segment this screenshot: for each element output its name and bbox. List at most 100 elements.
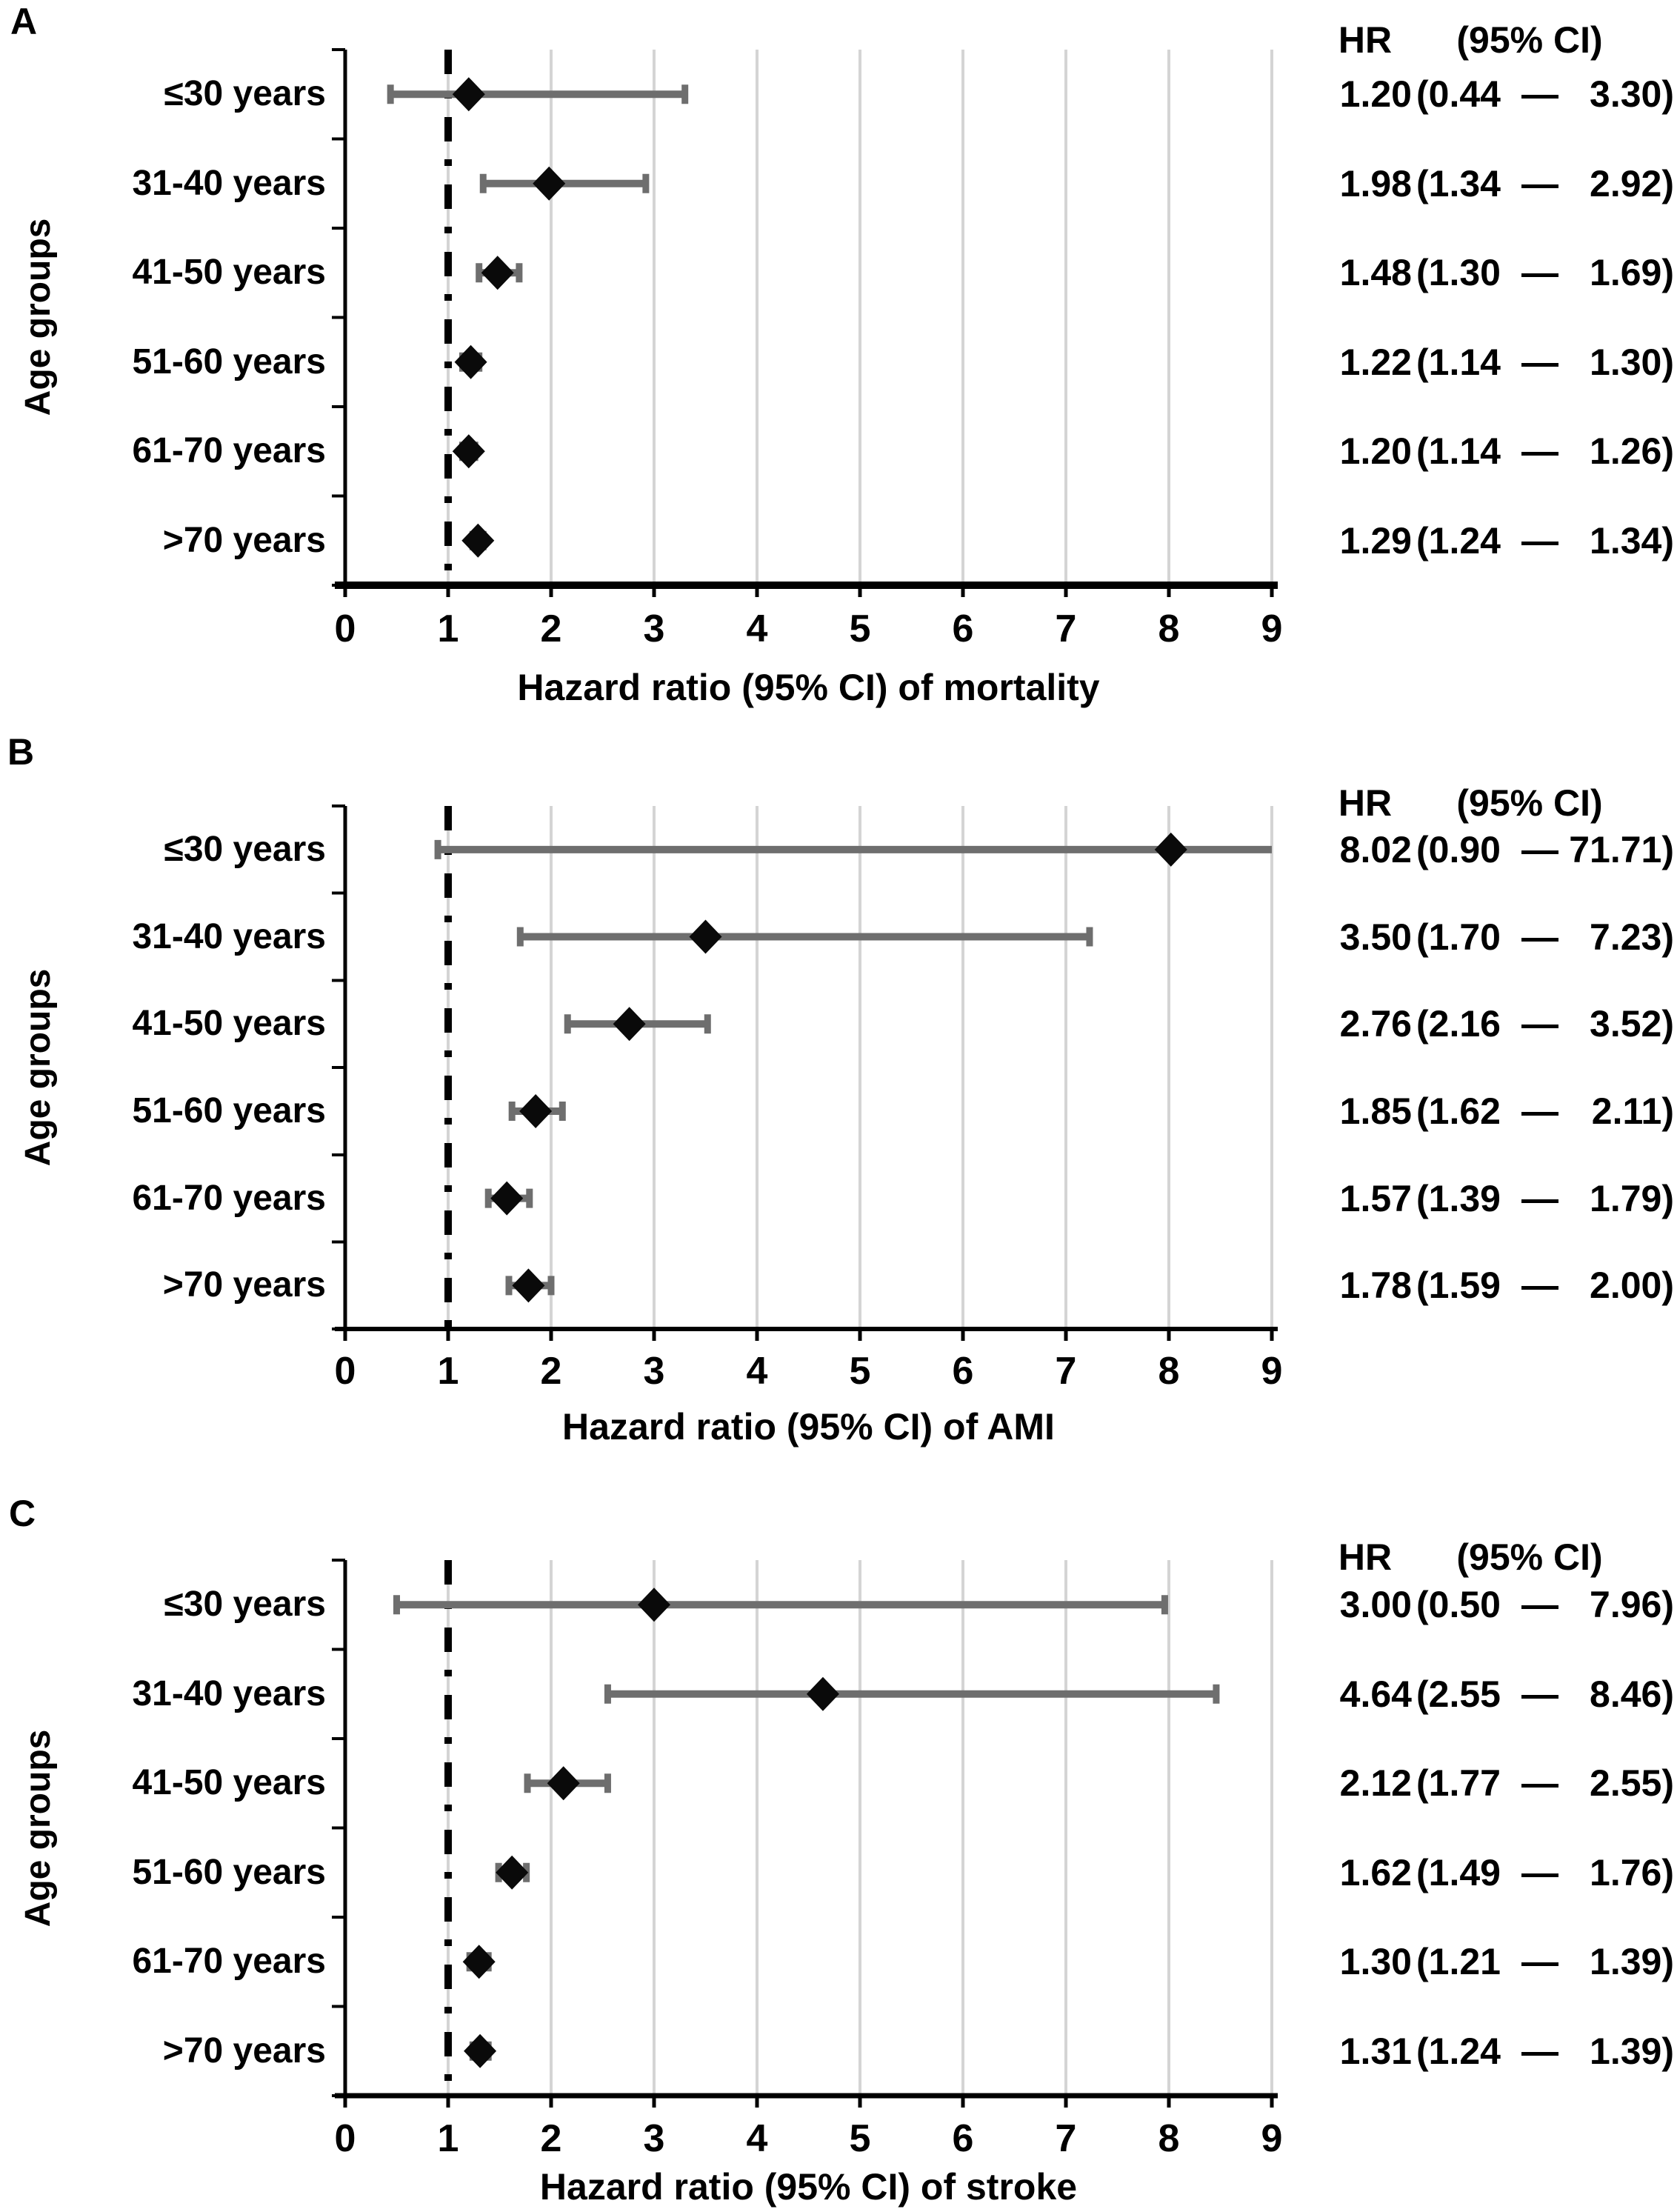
hr-value-part: (1.24 bbox=[1416, 519, 1501, 562]
hr-value-part: 1.62 bbox=[1339, 1851, 1412, 1893]
panel-letter: A bbox=[10, 1, 38, 42]
hr-header-ci: (95% CI) bbox=[1456, 782, 1603, 824]
hr-value-part: 1.22 bbox=[1339, 341, 1412, 383]
x-tick-label: 3 bbox=[643, 2117, 665, 2160]
hr-value-part: (1.14 bbox=[1416, 341, 1501, 383]
x-tick-label: 2 bbox=[540, 2117, 562, 2160]
hr-column-header: HR (95% CI) bbox=[1304, 782, 1674, 824]
hr-value-part: — bbox=[1521, 1762, 1558, 1805]
hr-value-part: 2.11) bbox=[1591, 1090, 1674, 1132]
hr-value-part: 1.29 bbox=[1339, 519, 1412, 562]
category-label: 51-60 years bbox=[132, 1090, 326, 1130]
hr-header-ci: (95% CI) bbox=[1456, 1536, 1603, 1578]
hr-value-part: (1.24 bbox=[1416, 2030, 1501, 2072]
hr-value-part: (1.70 bbox=[1416, 916, 1501, 958]
hr-value-part: 2.55) bbox=[1590, 1762, 1674, 1805]
hr-header-hr: HR bbox=[1338, 19, 1393, 61]
x-tick-label: 1 bbox=[437, 1350, 459, 1393]
hr-diamond-marker bbox=[496, 1855, 529, 1890]
hr-value-part: (0.90 bbox=[1416, 828, 1501, 870]
hr-value-part: 3.52) bbox=[1590, 1003, 1674, 1045]
category-label: 41-50 years bbox=[132, 1763, 326, 1803]
hr-diamond-marker bbox=[452, 434, 485, 469]
hr-value-part: — bbox=[1521, 1941, 1558, 1983]
x-tick-label: 3 bbox=[643, 607, 665, 650]
x-tick-label: 1 bbox=[437, 2117, 459, 2160]
x-tick-label: 7 bbox=[1055, 2117, 1077, 2160]
hr-value-part: — bbox=[1521, 828, 1558, 870]
hr-value-row: 1.29 (1.24 — 1.34) bbox=[1304, 519, 1674, 562]
x-tick-label: 4 bbox=[746, 1350, 768, 1393]
hr-column-header: HR (95% CI) bbox=[1304, 19, 1674, 61]
hr-value-row: 1.31 (1.24 — 1.39) bbox=[1304, 2030, 1674, 2073]
x-axis-label: Hazard ratio (95% CI) of AMI bbox=[562, 1406, 1055, 1448]
x-tick-label: 4 bbox=[746, 2117, 768, 2160]
x-tick-label: 8 bbox=[1158, 607, 1180, 650]
hr-value-part: (1.77 bbox=[1416, 1762, 1501, 1805]
panel-letter: B bbox=[7, 731, 35, 773]
category-label: 61-70 years bbox=[132, 431, 326, 471]
hr-value-row: 4.64 (2.55 — 8.46) bbox=[1304, 1673, 1674, 1716]
hr-value-row: 1.20 (0.44 — 3.30) bbox=[1304, 73, 1674, 116]
x-tick-label: 3 bbox=[643, 1350, 665, 1393]
hr-value-row: 1.98 (1.34 — 2.92) bbox=[1304, 162, 1674, 205]
hr-diamond-marker bbox=[1154, 832, 1187, 867]
hr-value-part: (1.14 bbox=[1416, 430, 1501, 473]
x-tick-label: 7 bbox=[1055, 1350, 1077, 1393]
hr-value-part: (1.62 bbox=[1416, 1090, 1501, 1132]
hr-value-part: 4.64 bbox=[1339, 1673, 1412, 1715]
x-tick-label: 9 bbox=[1261, 1350, 1283, 1393]
category-label: 41-50 years bbox=[132, 1004, 326, 1044]
hr-value-part: 3.50 bbox=[1339, 916, 1412, 958]
hr-diamond-marker bbox=[519, 1093, 553, 1128]
category-label: 61-70 years bbox=[132, 1942, 326, 1982]
hr-value-part: 1.20 bbox=[1339, 73, 1412, 116]
x-tick-label: 2 bbox=[540, 607, 562, 650]
category-label: 31-40 years bbox=[132, 1673, 326, 1713]
hr-value-part: — bbox=[1521, 1177, 1558, 1219]
hr-value-part: 1.69) bbox=[1590, 252, 1674, 294]
category-label: >70 years bbox=[162, 1265, 326, 1305]
hr-diamond-marker bbox=[490, 1181, 524, 1216]
hr-value-row: 1.62 (1.49 — 1.76) bbox=[1304, 1851, 1674, 1894]
hr-value-part: (0.44 bbox=[1416, 73, 1501, 116]
hr-diamond-marker bbox=[464, 2033, 497, 2068]
hr-value-part: 1.79) bbox=[1590, 1177, 1674, 1219]
hr-value-part: 3.00 bbox=[1339, 1584, 1412, 1626]
hr-value-part: — bbox=[1521, 1090, 1558, 1132]
hr-value-part: (1.34 bbox=[1416, 162, 1501, 204]
hr-value-row: 1.22 (1.14 — 1.30) bbox=[1304, 341, 1674, 384]
x-tick-label: 6 bbox=[952, 1350, 974, 1393]
x-tick-label: 6 bbox=[952, 607, 974, 650]
hr-value-part: 8.02 bbox=[1339, 828, 1412, 870]
hr-value-part: — bbox=[1521, 2030, 1558, 2072]
x-tick-label: 9 bbox=[1261, 607, 1283, 650]
hr-value-part: — bbox=[1521, 1265, 1558, 1307]
x-tick-label: 5 bbox=[849, 2117, 871, 2160]
hr-value-part: (1.30 bbox=[1416, 252, 1501, 294]
hr-value-part: — bbox=[1521, 1003, 1558, 1045]
x-tick-label: 7 bbox=[1055, 607, 1077, 650]
hr-value-part: — bbox=[1521, 162, 1558, 204]
hr-value-part: — bbox=[1521, 341, 1558, 383]
hr-value-part: 1.85 bbox=[1339, 1090, 1412, 1132]
category-label: 31-40 years bbox=[132, 163, 326, 203]
hr-value-part: 3.30) bbox=[1590, 73, 1674, 116]
hr-value-part: 71.71) bbox=[1569, 828, 1674, 870]
hr-value-row: 3.00 (0.50 — 7.96) bbox=[1304, 1583, 1674, 1626]
hr-value-row: 8.02 (0.90 — 71.71) bbox=[1304, 828, 1674, 871]
category-label: ≤30 years bbox=[164, 1585, 326, 1625]
hr-value-part: 8.46) bbox=[1590, 1673, 1674, 1715]
hr-header-hr: HR bbox=[1338, 1536, 1393, 1578]
hr-value-row: 3.50 (1.70 — 7.23) bbox=[1304, 916, 1674, 959]
hr-header-hr: HR bbox=[1338, 782, 1393, 824]
hr-value-part: 1.30) bbox=[1590, 341, 1674, 383]
x-tick-label: 5 bbox=[849, 1350, 871, 1393]
x-tick-label: 1 bbox=[437, 607, 459, 650]
category-label: >70 years bbox=[162, 520, 326, 560]
hr-value-row: 1.48 (1.30 — 1.69) bbox=[1304, 251, 1674, 294]
hr-diamond-marker bbox=[533, 166, 566, 201]
hr-value-part: 1.57 bbox=[1339, 1177, 1412, 1219]
